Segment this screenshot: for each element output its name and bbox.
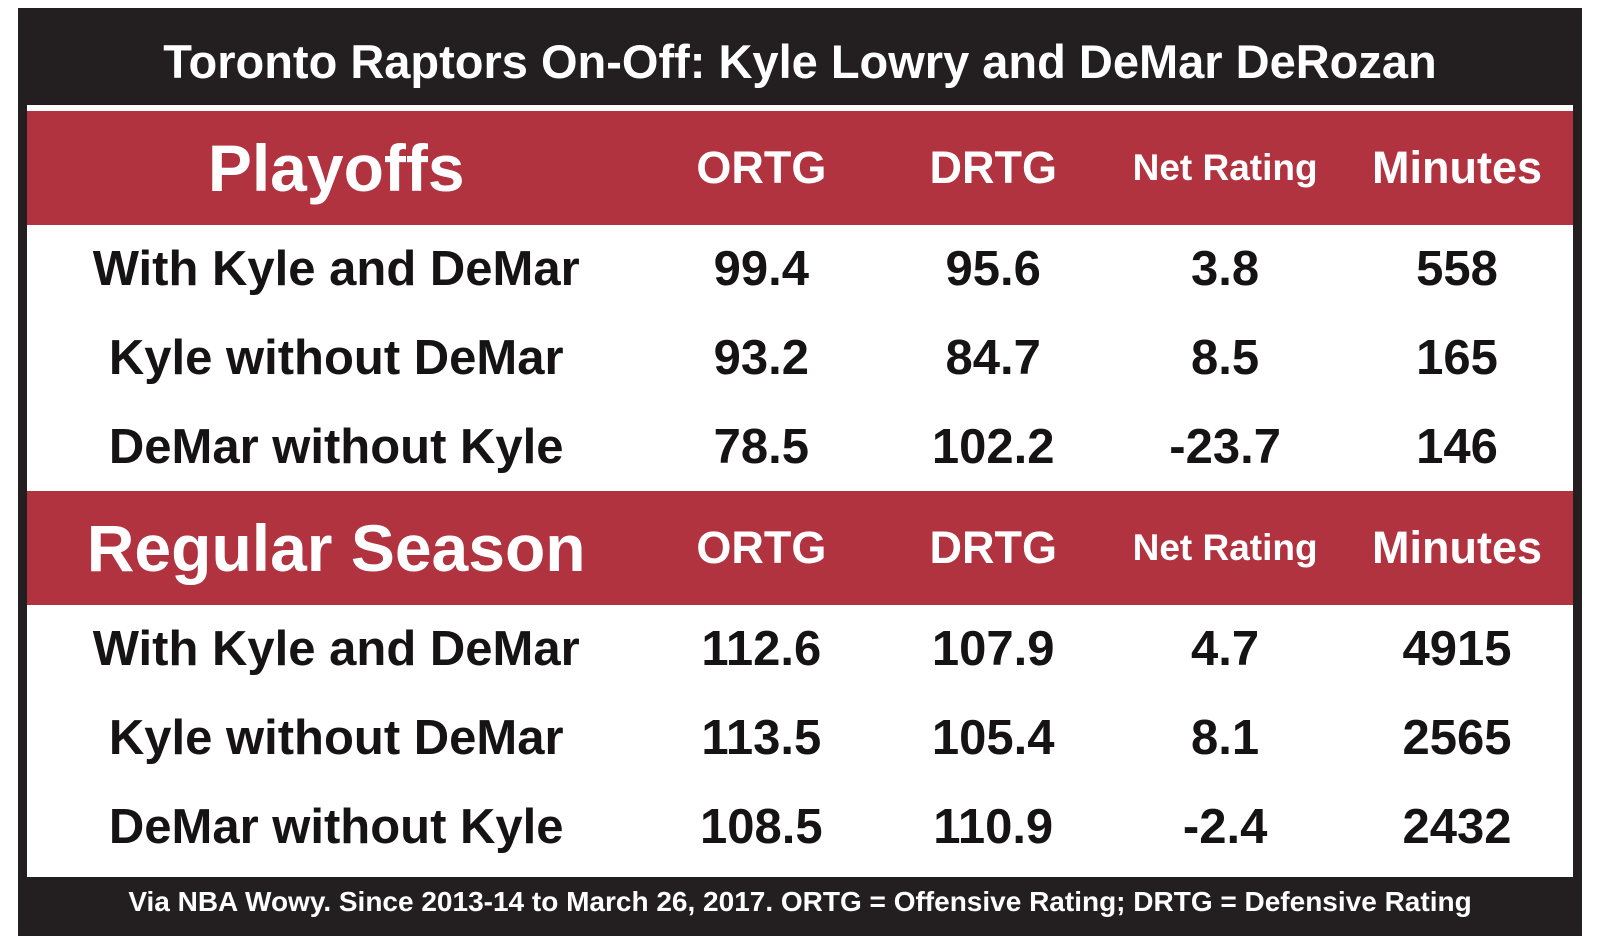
stat-cell-drtg: 84.7 bbox=[945, 331, 1041, 385]
stat-cell-minutes: 558 bbox=[1416, 242, 1498, 297]
stat-cell-drtg: 105.4 bbox=[931, 711, 1055, 766]
table-row: With Kyle and DeMar 99.4 95.6 3.8 558 bbox=[27, 225, 1573, 314]
table-row: DeMar without Kyle 78.5 102.2 -23.7 146 bbox=[27, 402, 1573, 492]
row-label: DeMar without Kyle bbox=[108, 799, 564, 854]
column-header-ortg: ORTG bbox=[696, 142, 827, 193]
stat-cell-drtg: 102.2 bbox=[931, 419, 1055, 474]
stat-cell-net-rating: 4.7 bbox=[1191, 622, 1260, 677]
section-title-playoffs: Playoffs bbox=[207, 131, 465, 205]
section-header-regular-season: Regular Season ORTG DRTG Net Rating Minu… bbox=[27, 491, 1573, 606]
column-header-drtg: DRTG bbox=[929, 522, 1057, 574]
stats-card: Toronto Raptors On-Off: Kyle Lowry and D… bbox=[18, 8, 1582, 936]
stat-cell-minutes: 4915 bbox=[1402, 622, 1512, 677]
stat-cell-drtg: 95.6 bbox=[945, 242, 1041, 297]
column-header-minutes: Minutes bbox=[1372, 522, 1543, 574]
stat-cell-net-rating: 3.8 bbox=[1191, 242, 1260, 297]
table-row: DeMar without Kyle 108.5 110.9 -2.4 2432 bbox=[27, 782, 1573, 872]
stat-cell-ortg: 113.5 bbox=[701, 711, 822, 766]
stat-cell-drtg: 110.9 bbox=[933, 799, 1054, 854]
column-header-drtg: DRTG bbox=[929, 142, 1057, 193]
stat-cell-ortg: 93.2 bbox=[713, 331, 810, 385]
section-header-playoffs: Playoffs ORTG DRTG Net Rating Minutes bbox=[27, 111, 1573, 225]
stat-cell-minutes: 165 bbox=[1416, 331, 1498, 385]
divider bbox=[27, 105, 1573, 111]
stat-cell-net-rating: -2.4 bbox=[1182, 799, 1268, 854]
stat-cell-net-rating: -23.7 bbox=[1169, 419, 1281, 474]
page-title: Toronto Raptors On-Off: Kyle Lowry and D… bbox=[27, 17, 1573, 105]
source-note: Via NBA Wowy. Since 2013-14 to March 26,… bbox=[27, 877, 1573, 927]
divider bbox=[27, 871, 1573, 878]
row-label: Kyle without DeMar bbox=[108, 331, 564, 385]
table-row: Kyle without DeMar 93.2 84.7 8.5 165 bbox=[27, 313, 1573, 403]
row-label: With Kyle and DeMar bbox=[92, 622, 580, 677]
row-label: Kyle without DeMar bbox=[108, 711, 564, 766]
stat-cell-net-rating: 8.1 bbox=[1191, 711, 1260, 766]
row-label: DeMar without Kyle bbox=[108, 419, 564, 474]
stat-cell-ortg: 112.6 bbox=[701, 622, 822, 677]
table-row: Kyle without DeMar 113.5 105.4 8.1 2565 bbox=[27, 693, 1573, 783]
stat-cell-ortg: 99.4 bbox=[713, 242, 810, 297]
stat-cell-minutes: 146 bbox=[1416, 419, 1498, 474]
column-header-minutes: Minutes bbox=[1372, 142, 1543, 193]
stat-cell-ortg: 78.5 bbox=[713, 419, 810, 474]
stat-cell-net-rating: 8.5 bbox=[1191, 331, 1260, 385]
stat-cell-minutes: 2565 bbox=[1402, 711, 1512, 766]
column-header-net-rating: Net Rating bbox=[1132, 527, 1318, 569]
stat-cell-drtg: 107.9 bbox=[931, 622, 1055, 677]
stat-cell-ortg: 108.5 bbox=[700, 799, 823, 854]
section-title-regular-season: Regular Season bbox=[86, 511, 586, 586]
row-label: With Kyle and DeMar bbox=[92, 242, 580, 297]
stat-cell-minutes: 2432 bbox=[1402, 799, 1512, 854]
column-header-ortg: ORTG bbox=[696, 522, 827, 574]
column-header-net-rating: Net Rating bbox=[1132, 147, 1318, 188]
table-row: With Kyle and DeMar 112.6 107.9 4.7 4915 bbox=[27, 605, 1573, 694]
